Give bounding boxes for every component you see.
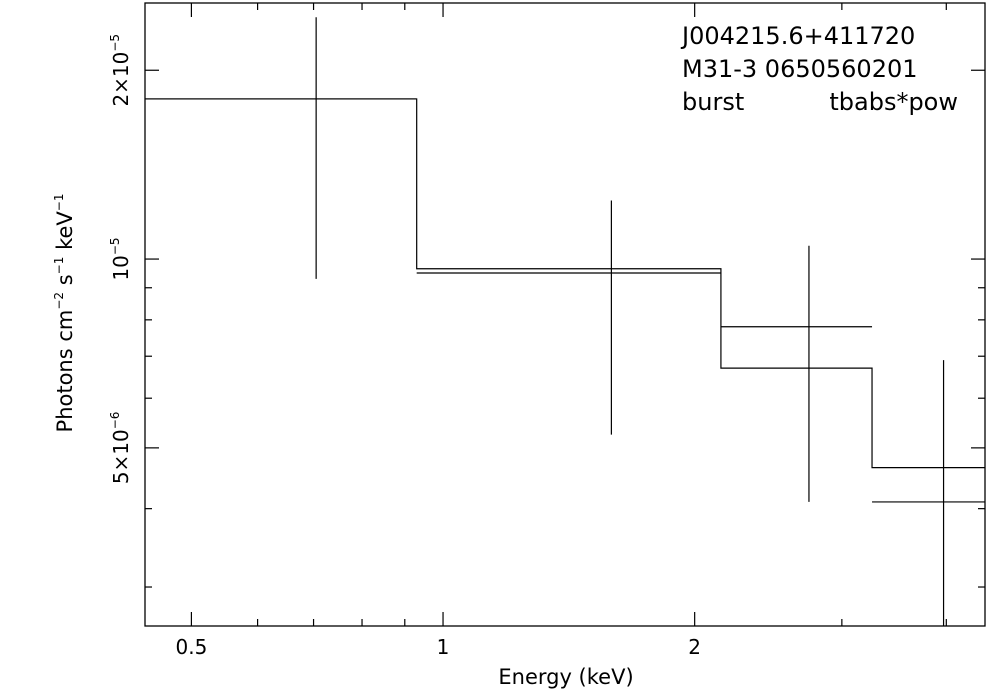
- y-tick-label: 5×10−6: [108, 412, 133, 485]
- x-tick-label: 2: [688, 635, 701, 659]
- plot-frame: [144, 2, 986, 627]
- y-tick-labels: 5×10−6 10−5 2×10−5: [108, 34, 133, 484]
- annotation-block: J004215.6+411720 M31-3 0650560201 burst …: [680, 22, 958, 116]
- observation-id: M31-3 0650560201: [682, 55, 918, 83]
- data-point: [416, 200, 721, 435]
- data-point: [720, 245, 873, 502]
- x-tick-label: 1: [437, 635, 450, 659]
- data-points: [145, 17, 985, 626]
- model-line: [145, 98, 985, 469]
- y-axis-title: Photons cm−2 s−1 keV−1: [52, 194, 77, 433]
- data-point: [145, 17, 417, 279]
- y-tick-label: 2×10−5: [108, 34, 133, 107]
- model-steps: [145, 98, 985, 469]
- model-label: tbabs*pow: [829, 88, 958, 116]
- x-tick-label: 0.5: [176, 635, 208, 659]
- state-label: burst: [682, 88, 744, 116]
- data-point: [872, 360, 985, 626]
- x-tick-labels: 0.5 1 2: [176, 635, 702, 659]
- axis-ticks: [145, 3, 985, 626]
- y-tick-label: 10−5: [108, 237, 133, 280]
- x-axis-title: Energy (keV): [498, 665, 633, 689]
- source-name: J004215.6+411720: [680, 22, 915, 50]
